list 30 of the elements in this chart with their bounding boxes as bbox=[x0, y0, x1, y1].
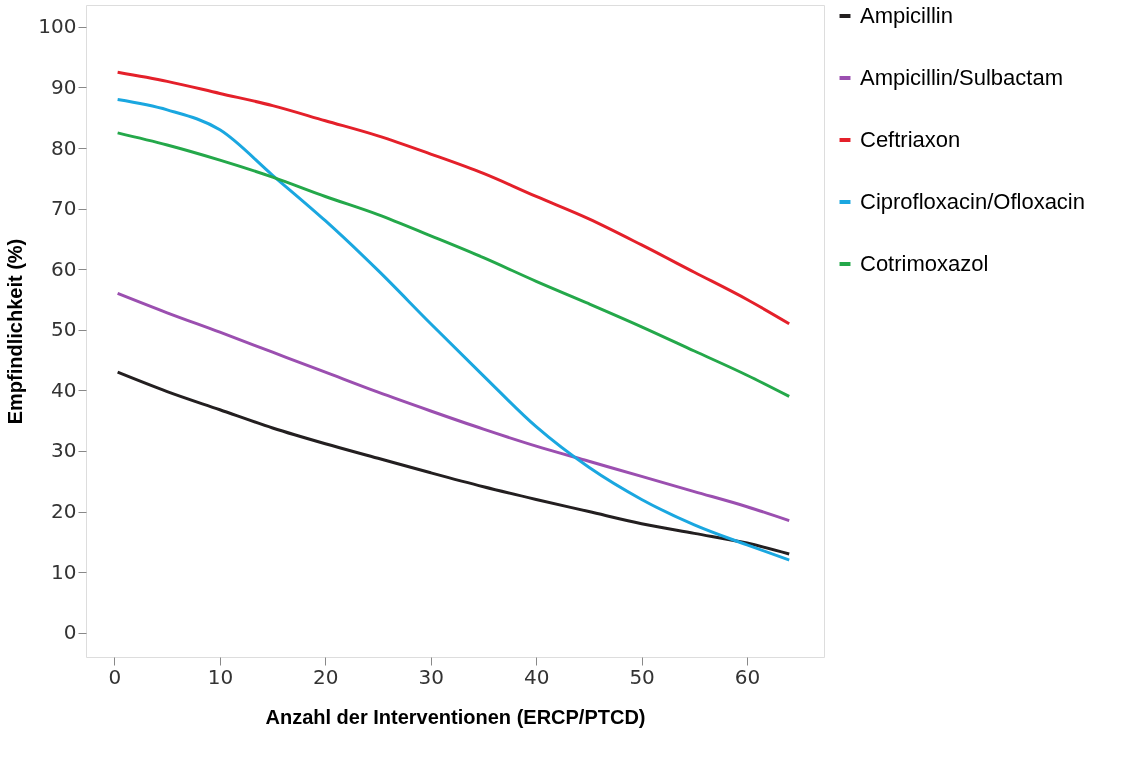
x-tick-label: 50 bbox=[629, 664, 655, 689]
x-axis-title: Anzahl der Interventionen (ERCP/PTCD) bbox=[265, 705, 646, 728]
y-tick-label: 30 bbox=[51, 438, 77, 463]
x-tick-label: 0 bbox=[108, 664, 122, 689]
y-tick-label: 10 bbox=[51, 559, 77, 584]
legend-label: Ampicillin/Sulbactam bbox=[860, 65, 1063, 90]
y-tick-label: 0 bbox=[63, 620, 77, 645]
y-tick-label: 20 bbox=[51, 499, 77, 524]
line-series bbox=[116, 370, 791, 556]
legend-label: Ceftriaxon bbox=[860, 127, 961, 152]
y-tick-label: 80 bbox=[51, 135, 77, 160]
y-tick-label: 50 bbox=[51, 317, 77, 342]
x-tick-label: 30 bbox=[418, 664, 444, 689]
line-series bbox=[116, 291, 791, 523]
y-tick-label: 40 bbox=[51, 377, 77, 402]
x-tick-label: 10 bbox=[207, 664, 234, 689]
y-tick-label: 60 bbox=[51, 256, 77, 281]
legend-label: Ciprofloxacin/Ofloxacin bbox=[860, 189, 1085, 214]
line-series bbox=[116, 70, 791, 326]
y-tick-label: 90 bbox=[51, 74, 77, 99]
line-series bbox=[116, 98, 791, 562]
x-tick-label: 60 bbox=[734, 664, 761, 689]
y-tick-label: 70 bbox=[51, 196, 77, 221]
x-tick-label: 40 bbox=[523, 664, 550, 689]
y-axis-title: Empfindlichkeit (%) bbox=[4, 238, 27, 425]
legend-label: Cotrimoxazol bbox=[860, 251, 989, 276]
line-series bbox=[116, 131, 791, 398]
y-tick-label: 100 bbox=[38, 14, 77, 39]
x-tick-label: 20 bbox=[313, 664, 339, 689]
legend-label: Ampicillin bbox=[860, 3, 953, 28]
